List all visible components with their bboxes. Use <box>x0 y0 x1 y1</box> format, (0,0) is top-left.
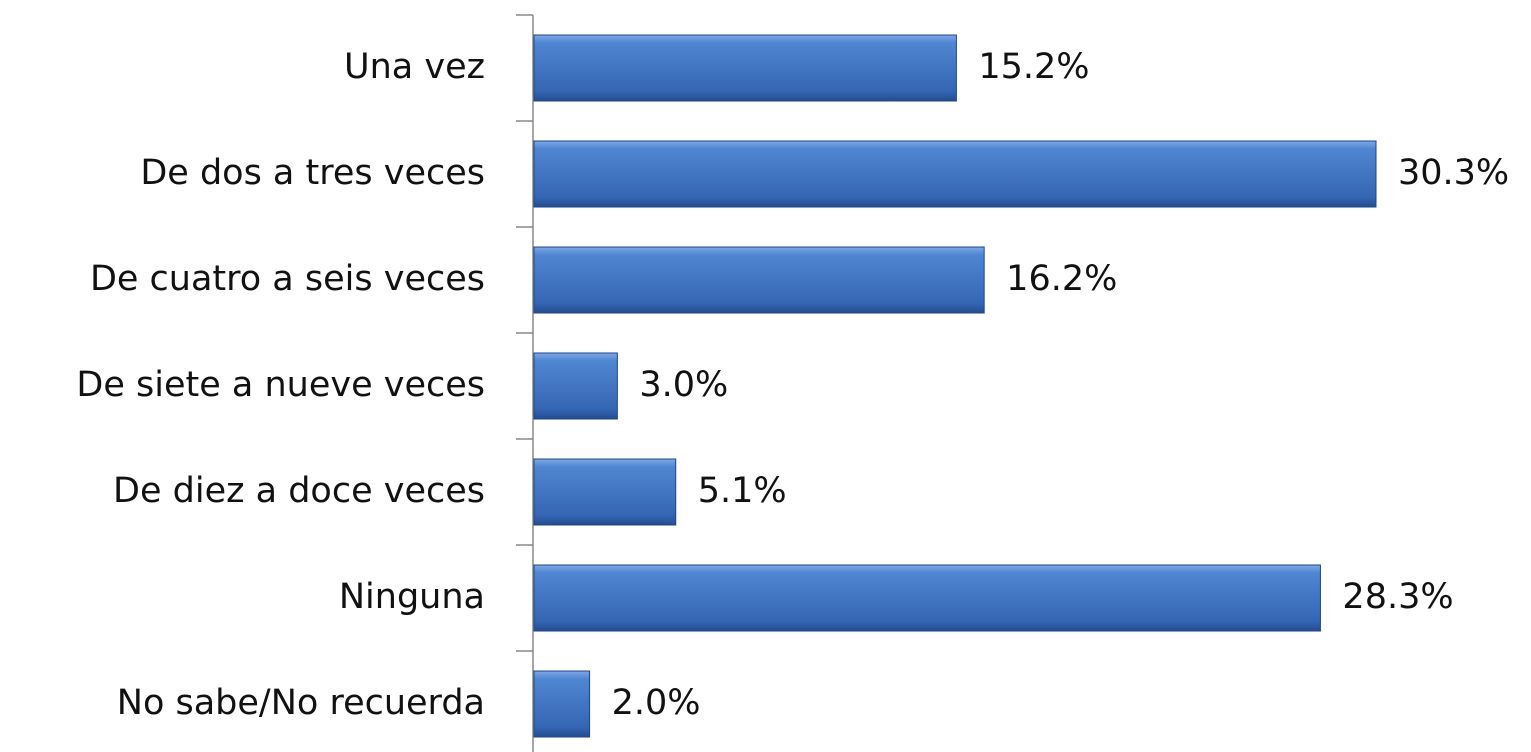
bar <box>533 34 957 102</box>
value-label: 15.2% <box>978 47 1089 87</box>
value-label: 5.1% <box>698 471 787 511</box>
category-label: Una vez <box>344 47 485 87</box>
value-label: 2.0% <box>612 683 701 723</box>
category-label: De dos a tres veces <box>140 153 485 193</box>
bar <box>533 246 985 314</box>
value-label: 30.3% <box>1398 153 1509 193</box>
category-label: De cuatro a seis veces <box>90 259 485 299</box>
value-label: 3.0% <box>639 365 728 405</box>
bar <box>533 564 1321 632</box>
category-label: De siete a nueve veces <box>76 365 485 405</box>
value-label: 16.2% <box>1006 259 1117 299</box>
category-label: No sabe/No recuerda <box>117 683 485 723</box>
bar <box>533 140 1377 208</box>
value-label: 28.3% <box>1342 577 1453 617</box>
category-label: Ninguna <box>339 577 485 617</box>
category-label: De diez a doce veces <box>113 471 485 511</box>
bar <box>533 458 677 526</box>
bar <box>533 352 618 420</box>
bar <box>533 670 591 738</box>
